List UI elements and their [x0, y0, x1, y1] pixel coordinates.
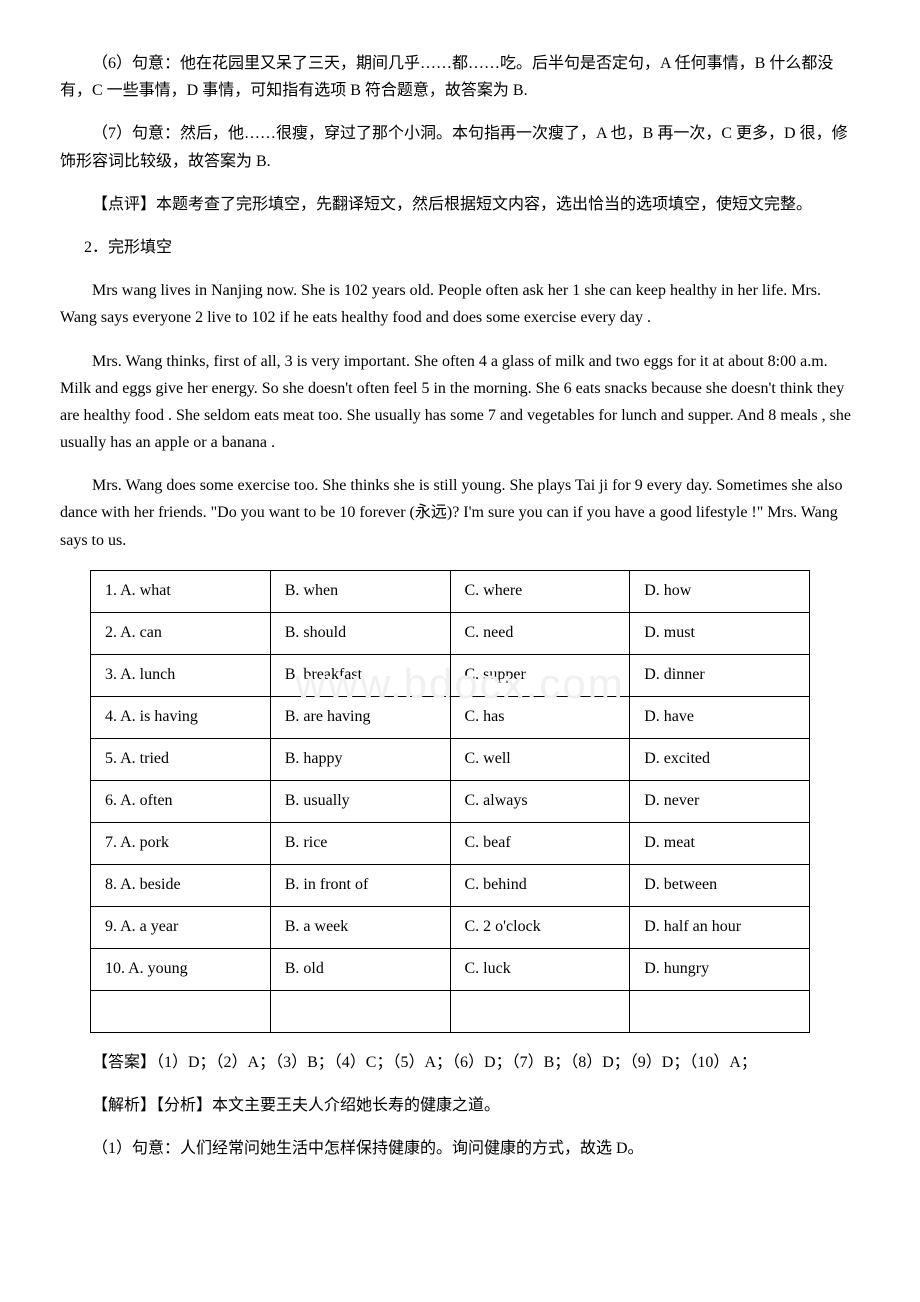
- option-cell: C. luck: [450, 948, 630, 990]
- analysis-item-1: （1）句意：人们经常问她生活中怎样保持健康的。询问健康的方式，故选 D。: [60, 1135, 860, 1162]
- option-cell: B. old: [270, 948, 450, 990]
- table-row: 8. A. beside B. in front of C. behind D.…: [91, 864, 810, 906]
- option-cell: B. a week: [270, 906, 450, 948]
- options-table: 1. A. what B. when C. where D. how 2. A.…: [90, 570, 810, 1033]
- option-cell: 3. A. lunch: [91, 654, 271, 696]
- option-cell: 9. A. a year: [91, 906, 271, 948]
- answer-text: 【答案】（1）D；（2）A；（3）B；（4）C；（5）A；（6）D；（7）B；（…: [60, 1049, 860, 1076]
- table-row: 2. A. can B. should C. need D. must: [91, 612, 810, 654]
- table-row: 3. A. lunch B. breakfast C. supper D. di…: [91, 654, 810, 696]
- option-cell: B. happy: [270, 738, 450, 780]
- empty-cell: [450, 990, 630, 1032]
- option-cell: D. must: [630, 612, 810, 654]
- option-cell: 6. A. often: [91, 780, 271, 822]
- option-cell: 4. A. is having: [91, 696, 271, 738]
- option-cell: B. breakfast: [270, 654, 450, 696]
- explanation-review: 【点评】本题考查了完形填空，先翻译短文，然后根据短文内容，选出恰当的选项填空，使…: [60, 191, 860, 218]
- option-cell: B. rice: [270, 822, 450, 864]
- empty-cell: [630, 990, 810, 1032]
- option-cell: C. beaf: [450, 822, 630, 864]
- table-row: 7. A. pork B. rice C. beaf D. meat: [91, 822, 810, 864]
- option-cell: B. usually: [270, 780, 450, 822]
- option-cell: B. should: [270, 612, 450, 654]
- option-cell: 7. A. pork: [91, 822, 271, 864]
- table-row: 5. A. tried B. happy C. well D. excited: [91, 738, 810, 780]
- option-cell: C. supper: [450, 654, 630, 696]
- table-row: 4. A. is having B. are having C. has D. …: [91, 696, 810, 738]
- option-cell: C. 2 o'clock: [450, 906, 630, 948]
- table-row: 10. A. young B. old C. luck D. hungry: [91, 948, 810, 990]
- empty-cell: [270, 990, 450, 1032]
- option-cell: C. where: [450, 570, 630, 612]
- option-cell: D. how: [630, 570, 810, 612]
- option-cell: C. well: [450, 738, 630, 780]
- empty-cell: [91, 990, 271, 1032]
- table-row-empty: [91, 990, 810, 1032]
- option-cell: 2. A. can: [91, 612, 271, 654]
- passage-paragraph-2: Mrs. Wang thinks, first of all, 3 is ver…: [60, 348, 860, 457]
- option-cell: D. have: [630, 696, 810, 738]
- option-cell: B. in front of: [270, 864, 450, 906]
- option-cell: D. excited: [630, 738, 810, 780]
- option-cell: 10. A. young: [91, 948, 271, 990]
- option-cell: B. are having: [270, 696, 450, 738]
- option-cell: C. behind: [450, 864, 630, 906]
- option-cell: D. meat: [630, 822, 810, 864]
- table-row: 6. A. often B. usually C. always D. neve…: [91, 780, 810, 822]
- table-row: 9. A. a year B. a week C. 2 o'clock D. h…: [91, 906, 810, 948]
- analysis-intro: 【解析】【分析】本文主要王夫人介绍她长寿的健康之道。: [60, 1092, 860, 1119]
- option-cell: 8. A. beside: [91, 864, 271, 906]
- question-2-title: 2．完形填空: [60, 234, 860, 261]
- option-cell: D. between: [630, 864, 810, 906]
- explanation-item-6: （6）句意：他在花园里又呆了三天，期间几乎……都……吃。后半句是否定句，A 任何…: [60, 50, 860, 104]
- explanation-item-7: （7）句意：然后，他……很瘦，穿过了那个小洞。本句指再一次瘦了，A 也，B 再一…: [60, 120, 860, 174]
- option-cell: 1. A. what: [91, 570, 271, 612]
- passage-paragraph-3: Mrs. Wang does some exercise too. She th…: [60, 472, 860, 554]
- option-cell: C. always: [450, 780, 630, 822]
- option-cell: D. dinner: [630, 654, 810, 696]
- option-cell: D. hungry: [630, 948, 810, 990]
- passage-paragraph-1: Mrs wang lives in Nanjing now. She is 10…: [60, 277, 860, 331]
- option-cell: 5. A. tried: [91, 738, 271, 780]
- option-cell: D. half an hour: [630, 906, 810, 948]
- option-cell: D. never: [630, 780, 810, 822]
- option-cell: C. need: [450, 612, 630, 654]
- table-row: 1. A. what B. when C. where D. how: [91, 570, 810, 612]
- option-cell: C. has: [450, 696, 630, 738]
- option-cell: B. when: [270, 570, 450, 612]
